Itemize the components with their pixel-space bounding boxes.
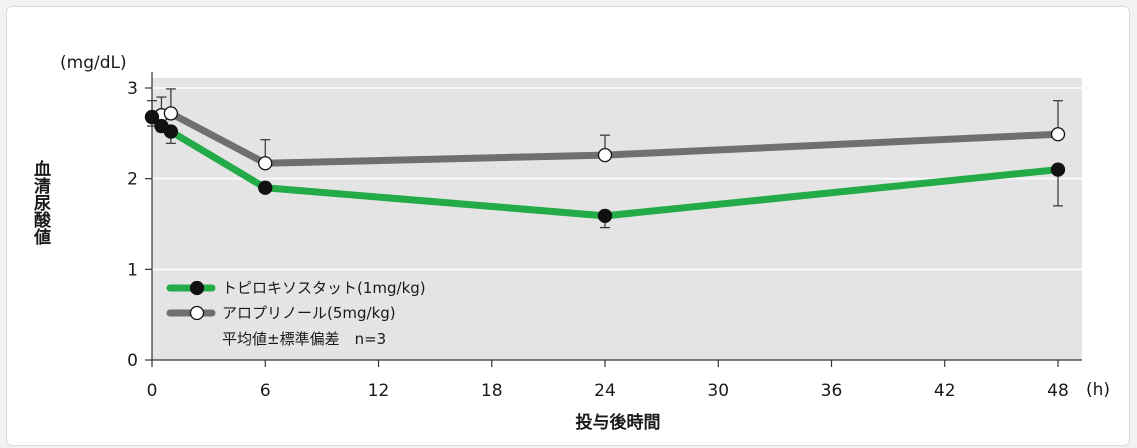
data-point — [163, 124, 179, 139]
data-point — [597, 147, 613, 163]
x-tick-label: 42 — [934, 381, 956, 401]
y-tick-label: 1 — [127, 260, 138, 280]
x-axis-label: 投与後時間 — [576, 412, 661, 433]
data-point — [597, 208, 613, 223]
data-point — [144, 109, 160, 125]
plot-area — [152, 78, 1082, 360]
x-tick-label: 0 — [147, 381, 158, 401]
y-tick-label: 0 — [127, 351, 138, 371]
legend-swatch-marker — [189, 280, 205, 296]
x-tick-label: 30 — [707, 381, 729, 401]
legend-swatch-marker — [189, 305, 205, 321]
x-tick-label: 48 — [1047, 381, 1069, 401]
x-axis-unit: (h) — [1086, 380, 1110, 400]
y-axis-label: 血清尿酸値 — [30, 159, 52, 246]
series-0-points — [144, 109, 1066, 229]
data-point — [258, 180, 273, 195]
data-point — [1050, 127, 1066, 142]
series-layer — [144, 88, 1066, 229]
y-tick-label: 3 — [127, 79, 138, 99]
x-tick-label: 36 — [821, 381, 843, 401]
legend-note: 平均値±標準偏差 n=3 — [222, 330, 386, 348]
x-tick-label: 18 — [481, 381, 503, 401]
y-tick-label: 2 — [127, 170, 138, 190]
data-point — [258, 156, 273, 171]
data-point — [163, 106, 179, 121]
legend: トピロキソスタット(1mg/kg) アロプリノール(5mg/kg) 平均値±標準偏差… — [166, 279, 426, 348]
x-tick-label: 6 — [260, 381, 271, 401]
legend-label: トピロキソスタット(1mg/kg) — [222, 279, 426, 297]
data-point — [1050, 162, 1066, 177]
series-1-points — [144, 88, 1066, 171]
x-tick-label: 12 — [368, 381, 390, 401]
grid-lines — [152, 87, 1082, 271]
legend-label: アロプリノール(5mg/kg) — [222, 304, 396, 322]
y-axis-unit: (mg/dL) — [60, 53, 127, 73]
x-tick-label: 24 — [594, 381, 616, 401]
